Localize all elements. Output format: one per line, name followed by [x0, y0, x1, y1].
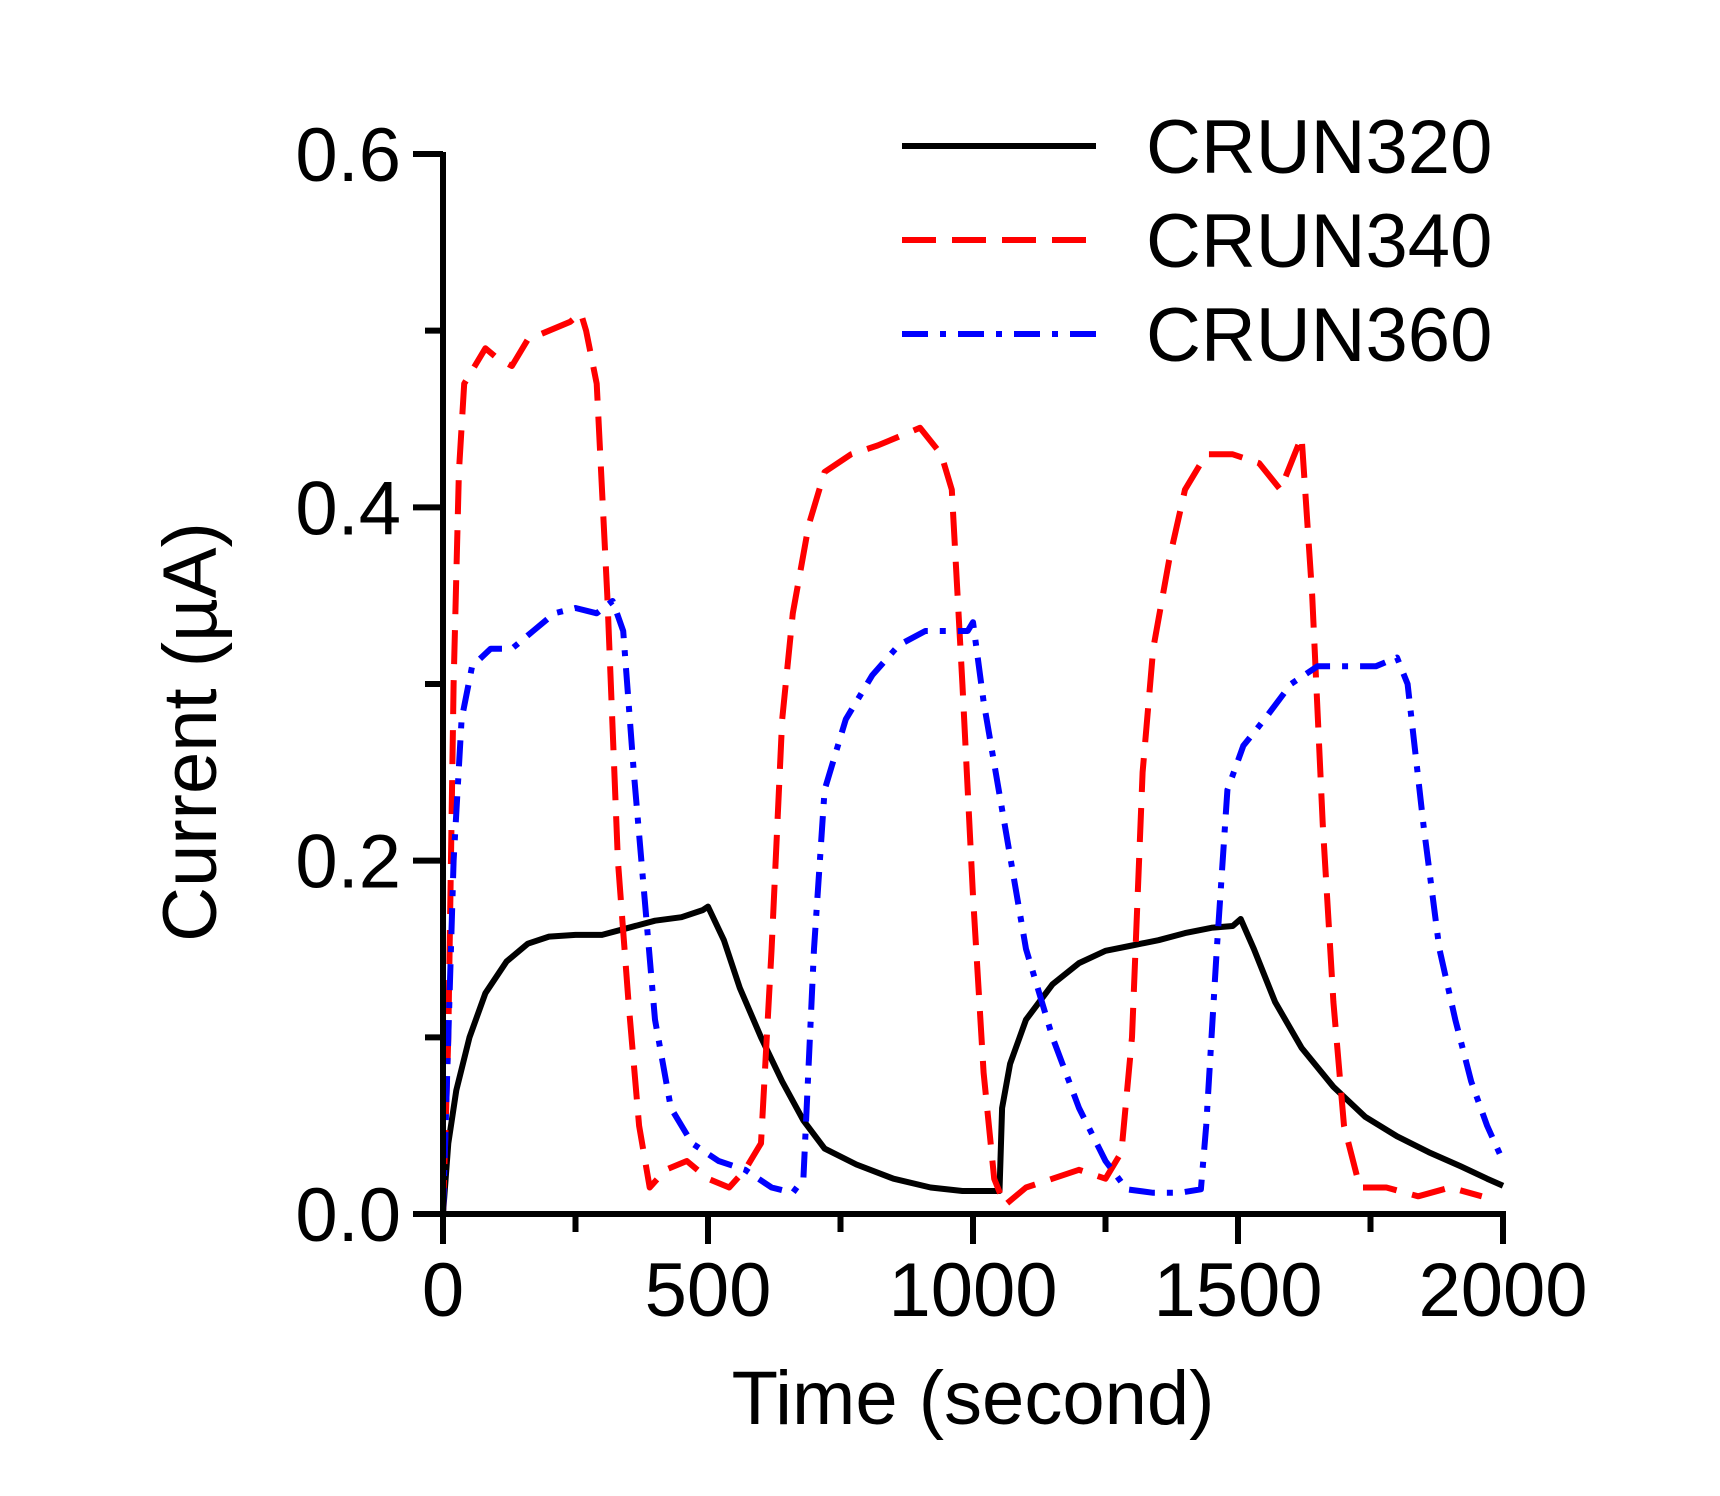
y-tick-label: 0.6 [295, 113, 401, 198]
tick-label-layer: 0 500 1000 1500 2000 0.0 0.2 0.4 0.6 [295, 113, 1587, 1333]
series-line-crun360 [440, 598, 1506, 1215]
legend-label-crun320: CRUN320 [1146, 105, 1492, 190]
legend: CRUN320 CRUN340 CRUN360 [902, 105, 1492, 378]
legend-label-crun340: CRUN340 [1146, 199, 1492, 284]
x-tick-label: 0 [422, 1248, 464, 1333]
x-tick-label: 2000 [1418, 1248, 1587, 1333]
axes-layer [413, 151, 1506, 1244]
y-tick-label: 0.2 [295, 820, 401, 905]
series-line-crun340 [440, 310, 1483, 1215]
x-tick-label: 1000 [888, 1248, 1057, 1333]
series-line-crun320 [440, 903, 1505, 1215]
y-tick-label: 0.0 [295, 1173, 401, 1258]
y-tick-label: 0.4 [295, 466, 401, 551]
x-tick-label: 1500 [1153, 1248, 1322, 1333]
series-layer [440, 310, 1506, 1215]
x-axis-label: Time (second) [732, 1356, 1215, 1441]
legend-label-crun360: CRUN360 [1146, 293, 1492, 378]
x-tick-label: 500 [645, 1248, 772, 1333]
y-axis-label: Current (µA) [148, 522, 233, 942]
